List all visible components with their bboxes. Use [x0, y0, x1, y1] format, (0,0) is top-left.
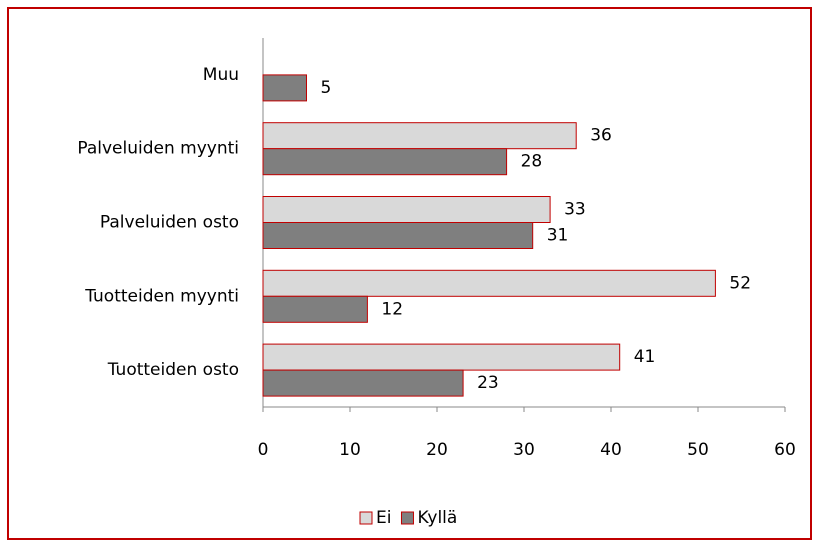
x-tick-label: 0: [258, 440, 269, 460]
data-label: 33: [564, 200, 586, 220]
bar: [262, 369, 464, 397]
x-tick-label: 20: [426, 440, 448, 460]
x-tick-label: 50: [687, 440, 709, 460]
y-tick-label: Muu: [203, 65, 239, 85]
legend-swatch: [400, 511, 414, 525]
legend-label: Ei: [376, 508, 391, 528]
legend-label: Kyllä: [417, 508, 457, 528]
bar: [262, 148, 508, 176]
data-label: 23: [477, 373, 499, 393]
bar: [262, 122, 577, 150]
y-tick-label: Tuotteiden osto: [107, 360, 239, 380]
bar: [262, 196, 551, 223]
y-tick-label: Tuotteiden myynti: [84, 286, 239, 306]
data-label: 12: [381, 299, 403, 319]
x-tick-label: 40: [600, 440, 622, 460]
legend-swatch: [359, 511, 373, 525]
bar: [262, 74, 307, 102]
y-tick-label: Palveluiden myynti: [77, 139, 239, 159]
data-label: 31: [547, 226, 569, 246]
data-label: 5: [321, 78, 332, 98]
bar: [262, 295, 368, 323]
bar: [262, 269, 716, 297]
data-label: 36: [590, 126, 612, 146]
x-tick-label: 60: [774, 440, 796, 460]
y-tick-label: Palveluiden osto: [100, 213, 239, 233]
x-tick-label: 30: [513, 440, 535, 460]
data-label: 28: [521, 152, 543, 172]
data-label: 41: [634, 347, 656, 367]
data-label: 52: [729, 273, 751, 293]
bar: [262, 222, 534, 249]
bar: [262, 343, 621, 371]
x-tick-label: 10: [339, 440, 361, 460]
